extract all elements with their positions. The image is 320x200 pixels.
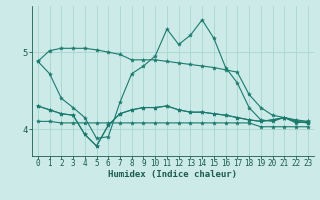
X-axis label: Humidex (Indice chaleur): Humidex (Indice chaleur): [108, 170, 237, 179]
